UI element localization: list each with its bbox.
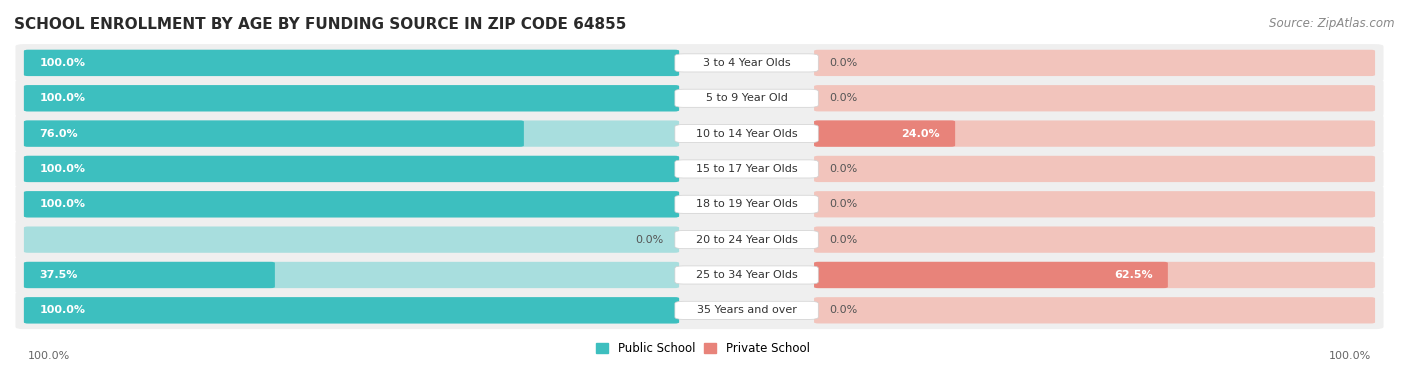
Text: 100.0%: 100.0%: [28, 351, 70, 361]
Text: 100.0%: 100.0%: [1329, 351, 1371, 361]
FancyBboxPatch shape: [814, 50, 1375, 76]
Text: 15 to 17 Year Olds: 15 to 17 Year Olds: [696, 164, 797, 174]
Text: 24.0%: 24.0%: [901, 129, 939, 139]
Text: 62.5%: 62.5%: [1114, 270, 1153, 280]
FancyBboxPatch shape: [15, 221, 1384, 259]
Text: 100.0%: 100.0%: [39, 305, 86, 315]
FancyBboxPatch shape: [24, 297, 679, 323]
FancyBboxPatch shape: [15, 185, 1384, 223]
FancyBboxPatch shape: [24, 297, 679, 323]
Text: 76.0%: 76.0%: [39, 129, 77, 139]
Text: 100.0%: 100.0%: [39, 164, 86, 174]
FancyBboxPatch shape: [24, 156, 679, 182]
Text: 0.0%: 0.0%: [830, 93, 858, 103]
Text: 0.0%: 0.0%: [830, 58, 858, 68]
FancyBboxPatch shape: [24, 85, 679, 112]
FancyBboxPatch shape: [675, 231, 818, 249]
FancyBboxPatch shape: [675, 124, 818, 143]
FancyBboxPatch shape: [814, 297, 1375, 323]
Text: 25 to 34 Year Olds: 25 to 34 Year Olds: [696, 270, 797, 280]
Legend: Public School, Private School: Public School, Private School: [592, 337, 814, 360]
Text: 0.0%: 0.0%: [830, 305, 858, 315]
FancyBboxPatch shape: [814, 262, 1168, 288]
FancyBboxPatch shape: [24, 262, 276, 288]
Text: 5 to 9 Year Old: 5 to 9 Year Old: [706, 93, 787, 103]
FancyBboxPatch shape: [24, 262, 679, 288]
Text: Source: ZipAtlas.com: Source: ZipAtlas.com: [1270, 17, 1395, 30]
FancyBboxPatch shape: [15, 115, 1384, 152]
FancyBboxPatch shape: [15, 291, 1384, 329]
FancyBboxPatch shape: [675, 195, 818, 213]
FancyBboxPatch shape: [15, 80, 1384, 117]
FancyBboxPatch shape: [814, 85, 1375, 112]
FancyBboxPatch shape: [24, 191, 679, 218]
FancyBboxPatch shape: [675, 89, 818, 107]
FancyBboxPatch shape: [675, 301, 818, 319]
FancyBboxPatch shape: [24, 121, 524, 147]
FancyBboxPatch shape: [24, 227, 679, 253]
Text: 3 to 4 Year Olds: 3 to 4 Year Olds: [703, 58, 790, 68]
FancyBboxPatch shape: [24, 121, 679, 147]
Text: 100.0%: 100.0%: [39, 58, 86, 68]
FancyBboxPatch shape: [814, 156, 1375, 182]
FancyBboxPatch shape: [814, 227, 1375, 253]
FancyBboxPatch shape: [24, 191, 679, 218]
FancyBboxPatch shape: [15, 44, 1384, 82]
FancyBboxPatch shape: [675, 160, 818, 178]
FancyBboxPatch shape: [814, 191, 1375, 218]
FancyBboxPatch shape: [675, 54, 818, 72]
FancyBboxPatch shape: [675, 266, 818, 284]
FancyBboxPatch shape: [15, 256, 1384, 294]
Text: 18 to 19 Year Olds: 18 to 19 Year Olds: [696, 199, 797, 209]
FancyBboxPatch shape: [24, 156, 679, 182]
Text: 0.0%: 0.0%: [830, 164, 858, 174]
Text: 100.0%: 100.0%: [39, 93, 86, 103]
Text: 10 to 14 Year Olds: 10 to 14 Year Olds: [696, 129, 797, 139]
FancyBboxPatch shape: [814, 121, 1375, 147]
Text: 20 to 24 Year Olds: 20 to 24 Year Olds: [696, 234, 797, 245]
Text: 37.5%: 37.5%: [39, 270, 77, 280]
Text: 0.0%: 0.0%: [830, 199, 858, 209]
FancyBboxPatch shape: [24, 50, 679, 76]
FancyBboxPatch shape: [15, 150, 1384, 188]
FancyBboxPatch shape: [814, 121, 955, 147]
Text: SCHOOL ENROLLMENT BY AGE BY FUNDING SOURCE IN ZIP CODE 64855: SCHOOL ENROLLMENT BY AGE BY FUNDING SOUR…: [14, 17, 627, 32]
FancyBboxPatch shape: [24, 50, 679, 76]
Text: 0.0%: 0.0%: [636, 234, 664, 245]
Text: 0.0%: 0.0%: [830, 234, 858, 245]
Text: 35 Years and over: 35 Years and over: [696, 305, 797, 315]
FancyBboxPatch shape: [24, 85, 679, 112]
FancyBboxPatch shape: [814, 262, 1375, 288]
Text: 100.0%: 100.0%: [39, 199, 86, 209]
